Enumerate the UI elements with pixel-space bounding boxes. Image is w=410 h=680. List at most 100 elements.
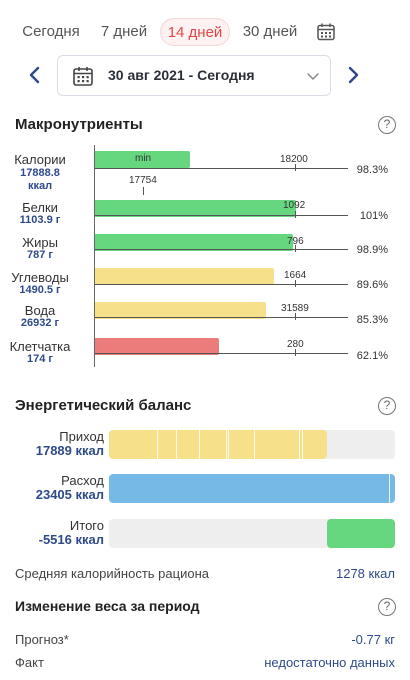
weight-fact-label: Факт: [15, 655, 44, 670]
energy-bar-track: [109, 519, 395, 548]
energy-bar-segment: [157, 430, 158, 459]
energy-label: Приход: [59, 429, 104, 444]
energy-row-expense: Расход 23405 ккал: [0, 471, 410, 505]
macro-target-tick: [295, 245, 296, 252]
weight-forecast-label: Прогноз*: [15, 632, 69, 647]
energy-bar-segment: [299, 430, 300, 459]
calendar-icon: [73, 67, 93, 86]
tab-today[interactable]: Сегодня: [22, 23, 80, 40]
macro-name: Углеводы: [11, 270, 69, 285]
macro-row-protein: Белки 1103.9 г 1092 101%: [0, 198, 410, 234]
energy-help-icon[interactable]: ?: [378, 397, 396, 415]
macro-percent: 89.6%: [356, 279, 388, 291]
calendar-icon[interactable]: [316, 22, 336, 42]
macro-row-fiber: Клетчатка 174 г 280 62.1%: [0, 337, 410, 373]
macros-title: Макронутриенты: [15, 116, 143, 133]
chevron-down-icon: [307, 73, 319, 81]
energy-bar-segment: [226, 430, 227, 459]
macro-value: 787 г: [27, 249, 53, 261]
energy-bar-fill: [109, 474, 395, 503]
weight-forecast-row: Прогноз* -0.77 кг: [15, 632, 395, 647]
macro-alt-value: 17754: [129, 175, 157, 186]
macro-row-water: Вода 26932 г 31589 85.3%: [0, 301, 410, 337]
tab-7-days[interactable]: 7 дней: [100, 23, 148, 40]
macro-name: Вода: [24, 303, 56, 318]
weight-fact-row: Факт недостаточно данных: [15, 655, 395, 670]
energy-value: 17889 ккал: [35, 443, 104, 458]
macro-target-tick: [295, 280, 296, 287]
macro-target-tick: [295, 349, 296, 356]
macro-target-tick: [295, 211, 296, 218]
weight-title: Изменение веса за период: [15, 598, 200, 614]
macro-value: 174 г: [27, 353, 53, 365]
macro-percent: 62.1%: [356, 350, 388, 362]
macro-target-tick: [295, 164, 296, 171]
date-range-select[interactable]: 30 авг 2021 - Сегодня: [57, 55, 331, 96]
date-range-text: 30 авг 2021 - Сегодня: [108, 67, 255, 83]
avg-calories-value: 1278 ккал: [335, 566, 395, 581]
macro-bar: [95, 338, 219, 355]
energy-title: Энергетический баланс: [15, 397, 192, 414]
energy-bar-fill: [327, 519, 395, 548]
energy-bar-track: [109, 430, 395, 459]
energy-row-income: Приход 17889 ккал: [0, 427, 410, 461]
macro-name: Клетчатка: [9, 339, 71, 354]
macro-bar: [95, 151, 190, 168]
date-range-row: 30 авг 2021 - Сегодня: [0, 55, 410, 97]
macro-value-unit: ккал: [27, 180, 53, 192]
energy-bar-segment: [199, 430, 200, 459]
macro-percent: 98.9%: [356, 244, 388, 256]
macro-target-line: [95, 353, 348, 354]
weight-forecast-value: -0.77 кг: [351, 632, 395, 647]
macro-value: 1103.9 г: [19, 214, 61, 226]
energy-label: Итого: [69, 518, 104, 533]
macro-target: 280: [287, 339, 304, 350]
energy-bar-segment: [176, 430, 177, 459]
macro-percent: 98.3%: [356, 164, 388, 176]
macros-chart: Калории 17888.8 ккал min 18200 98.3% 177…: [0, 145, 410, 370]
energy-bar-segment: [389, 474, 390, 503]
energy-label: Расход: [61, 473, 104, 488]
macro-name: Жиры: [22, 235, 58, 250]
energy-value: -5516 ккал: [38, 532, 104, 547]
macro-target: 796: [287, 236, 304, 247]
macro-target: 1664: [284, 270, 307, 281]
macro-percent: 85.3%: [356, 314, 388, 326]
macro-name: Калории: [14, 152, 66, 167]
macro-bar: [95, 302, 266, 319]
energy-bar-segment: [228, 430, 229, 459]
macro-bar: [95, 268, 274, 285]
macro-percent: 101%: [359, 210, 388, 222]
avg-calories-row: Средняя калорийность рациона 1278 ккал: [15, 566, 395, 581]
macros-help-icon[interactable]: ?: [378, 116, 396, 134]
macro-min-label: min: [135, 153, 152, 164]
avg-calories-label: Средняя калорийность рациона: [15, 566, 209, 581]
energy-bar-segment: [254, 430, 255, 459]
energy-row-total: Итого -5516 ккал: [0, 516, 410, 550]
period-tabs: Сегодня 7 дней 14 дней 30 дней: [0, 18, 410, 48]
macro-value: 1490.5 г: [19, 284, 61, 296]
macro-target: 18200: [280, 154, 308, 165]
macro-target-line: [95, 215, 348, 216]
macro-row-fat: Жиры 787 г 796 98.9%: [0, 233, 410, 269]
macro-target: 31589: [281, 303, 309, 314]
tab-30-days[interactable]: 30 дней: [242, 23, 298, 40]
macro-alt-tick: [143, 187, 144, 195]
macro-target-tick: [295, 313, 296, 320]
macro-target: 1092: [283, 200, 306, 211]
macro-value: 26932 г: [20, 317, 60, 329]
macro-row-carbs: Углеводы 1490.5 г 1664 89.6%: [0, 268, 410, 304]
weight-help-icon[interactable]: ?: [378, 598, 396, 616]
macro-bar: [95, 200, 296, 217]
macro-target-line: [95, 249, 348, 250]
weight-fact-value: недостаточно данных: [264, 655, 395, 670]
macros-axis-line: [94, 145, 95, 367]
energy-bar-track: [109, 474, 395, 503]
chevron-right-icon[interactable]: [341, 63, 365, 87]
macro-row-calories: Калории 17888.8 ккал min 18200 98.3% 177…: [0, 149, 410, 197]
macro-value: 17888.8: [20, 167, 60, 179]
energy-value: 23405 ккал: [35, 487, 104, 502]
energy-bar-fill: [109, 430, 327, 459]
tab-14-days[interactable]: 14 дней: [160, 18, 230, 46]
chevron-left-icon[interactable]: [23, 63, 47, 87]
